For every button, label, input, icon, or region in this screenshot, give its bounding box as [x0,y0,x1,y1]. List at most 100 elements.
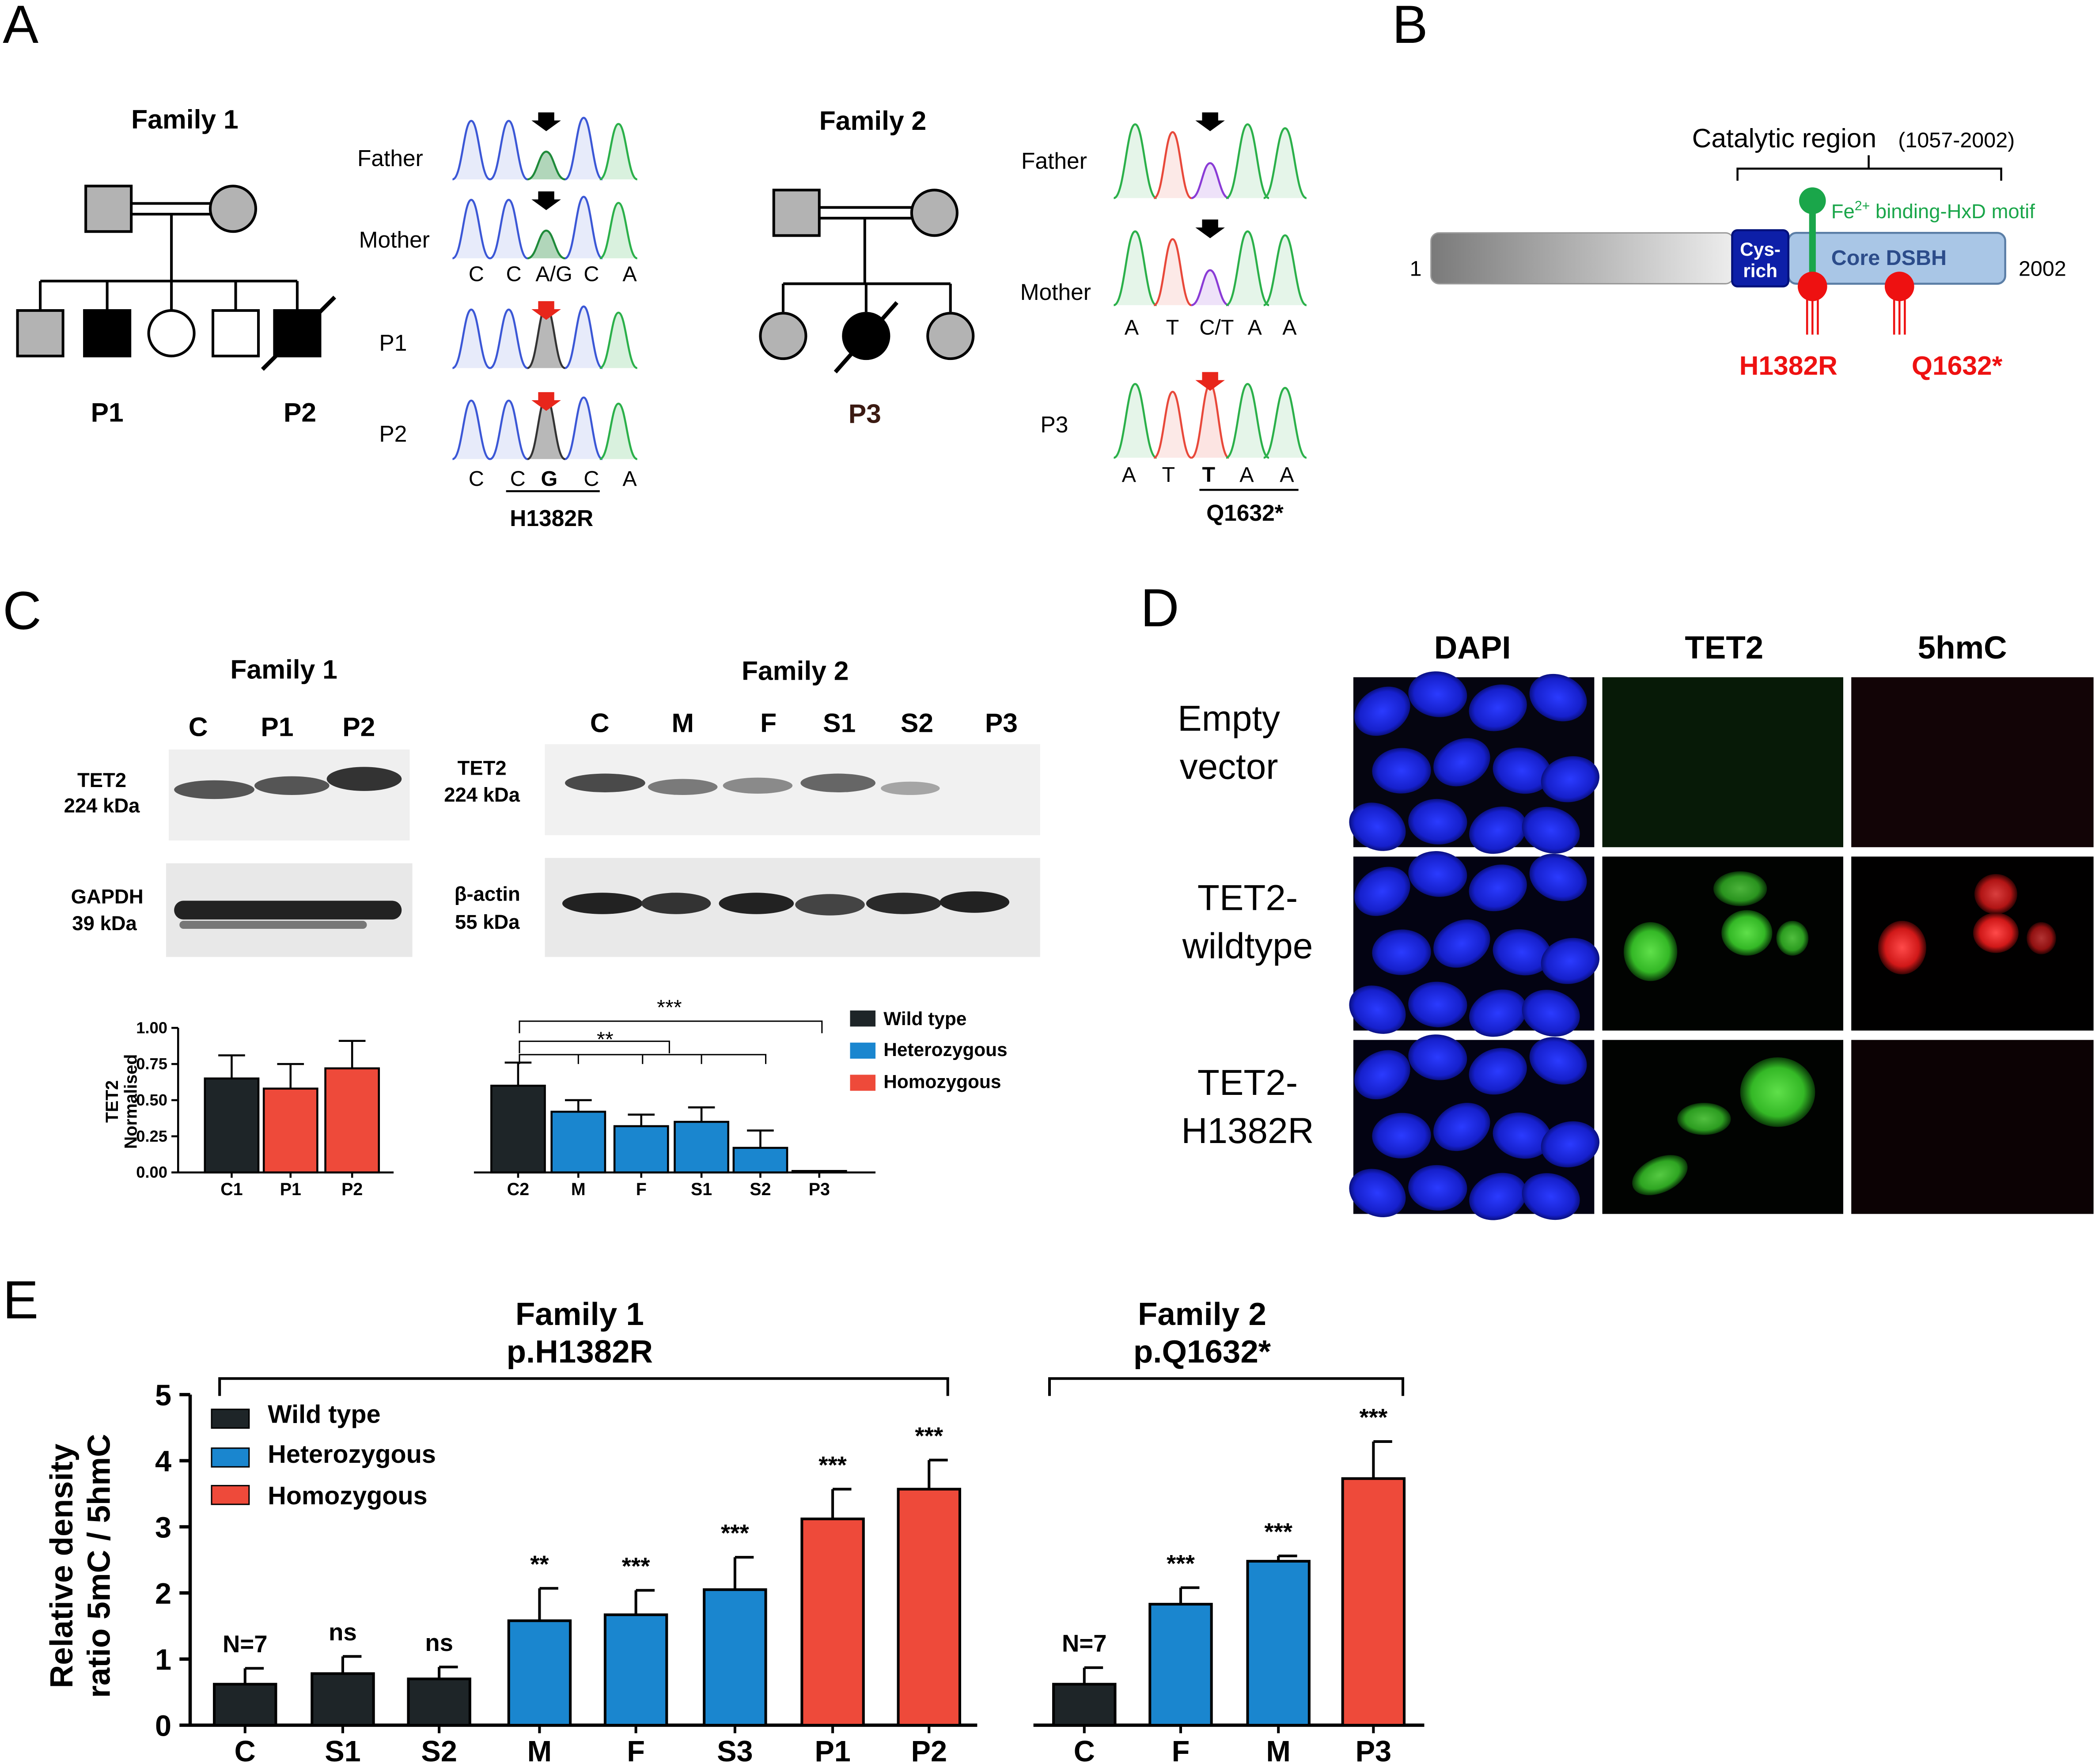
q1632-label: Q1632* [1912,350,2003,380]
column-header: TET2 [1685,630,1763,666]
significance-label: *** [721,1520,749,1547]
bar [800,1518,865,1727]
dapi-nucleus [1354,686,1410,736]
x-tick-label: C2 [507,1180,529,1199]
svg-text:Heterozygous: Heterozygous [883,1039,1007,1060]
dapi-nucleus [1408,851,1467,897]
svg-text:C: C [469,262,484,286]
panel-letter-b: B [1392,0,1428,54]
x-tick-label: M [527,1735,552,1764]
blot-title: Family 2 [742,655,849,685]
x-tick-label: S2 [750,1180,771,1199]
significance-label: *** [818,1451,847,1478]
arrow-icon [1195,372,1225,391]
svg-text:A: A [1280,463,1294,487]
panel-letter-e: E [3,1270,38,1330]
y-tick-label: 0.50 [136,1091,167,1109]
p1-symbol [83,309,132,358]
h1382r-label: H1382R [1739,350,1838,380]
p1-label: P1 [91,397,124,428]
x-tick-label: C [1074,1735,1095,1764]
significance-label: ns [425,1629,453,1656]
dapi-nucleus [1493,929,1551,976]
chromatogram-peak [452,199,491,260]
chromatogram-peak [1226,230,1269,307]
mutation-label: Q1632* [1206,500,1284,526]
svg-text:S1: S1 [823,708,856,738]
chromatogram-peak [1263,386,1307,459]
chromatogram-peak [527,229,565,260]
chromatogram-peak [1226,383,1269,459]
x-tick-label: P3 [809,1180,830,1199]
y-tick-label: 0.75 [136,1055,167,1073]
significance-label: *** [622,1552,650,1579]
row-label: Mother [1020,279,1091,305]
y-tick-label: 1 [155,1644,171,1677]
x-tick-label: S3 [717,1735,753,1764]
svg-text:C: C [583,262,599,286]
svg-text:M: M [671,708,693,738]
dapi-nucleus [1493,1112,1551,1159]
dapi-nucleus [1522,989,1580,1037]
svg-text:C: C [590,708,610,738]
chromatogram-peak [1191,269,1229,307]
tet2-empty-vector-image [1602,677,1843,848]
dapi-nucleus [1469,989,1527,1037]
x-tick-label: F [627,1735,645,1764]
svg-text:G: G [541,467,557,491]
svg-text:C: C [506,262,522,286]
chromatogram-peak [1153,390,1192,459]
h1382r-marker [1797,272,1827,301]
svg-text:TET2: TET2 [77,769,126,791]
svg-text:F: F [760,708,777,738]
significance-brackets: *** ** [519,996,823,1064]
dapi-nucleus [1408,671,1467,717]
dapi-nucleus [1522,806,1580,854]
svg-text:Wild type: Wild type [268,1400,380,1428]
svg-text:Homozygous: Homozygous [883,1071,1001,1092]
bar [262,1087,318,1173]
chromatogram-peak [1191,162,1229,199]
svg-text:T: T [1202,463,1215,487]
svg-text:39 kDa: 39 kDa [72,912,137,935]
svg-text:C: C [510,467,526,491]
hxd-motif-label: Fe2+ binding-HxD motif [1831,199,2035,223]
y-tick-label: 5 [155,1379,171,1412]
arrow-icon [531,112,561,131]
svg-text:H1382R: H1382R [1181,1111,1314,1151]
sequence-labels: A T C/T A A A T T A A [1122,316,1299,491]
bar [213,1683,277,1727]
svg-text:rich: rich [1743,260,1777,281]
chromatogram-peak [452,399,491,460]
pedigree-title: Family 1 [131,104,239,134]
row-label: P1 [379,330,407,356]
svg-text:A: A [1125,316,1139,340]
svg-text:TET2-: TET2- [1197,1063,1298,1103]
arrow-icon [531,191,561,210]
x-tick-label: M [1266,1735,1291,1764]
chart-5mc-5hmc-ratio: 0 1 2 3 4 5 N=7 Cns S1 ns S2 ** M *** F *** S3 *** P1 *** P… [44,1296,1425,1764]
dapi-nucleus [1522,1173,1580,1220]
chromatogram-peak [565,396,603,460]
arrow-icon [1195,112,1225,131]
father-symbol [84,185,133,233]
mutation-label: H1382R [510,505,593,531]
dapi-nucleus [1469,1173,1527,1220]
chromatogram-peak [599,202,638,260]
p2-label: P2 [284,397,316,428]
bar [1246,1560,1311,1727]
chromatogram-peak [1153,131,1192,199]
panel-letter-d: D [1140,578,1179,638]
significance-label: ** [530,1551,549,1578]
significance-label: N=7 [223,1631,268,1658]
x-tick-label: S2 [421,1735,457,1764]
chromatogram-peak [1263,234,1307,307]
mother-symbol [208,185,258,233]
dapi-nucleus [1469,864,1527,912]
svg-text:A: A [622,262,637,286]
chromatogram-peak [1113,123,1157,199]
chromatogram-peak [1113,230,1157,307]
protein-end: 2002 [2019,257,2066,280]
dapi-nucleus [1372,1113,1431,1158]
pedigree-family-1: Family 1 P1 P2 [16,104,337,428]
